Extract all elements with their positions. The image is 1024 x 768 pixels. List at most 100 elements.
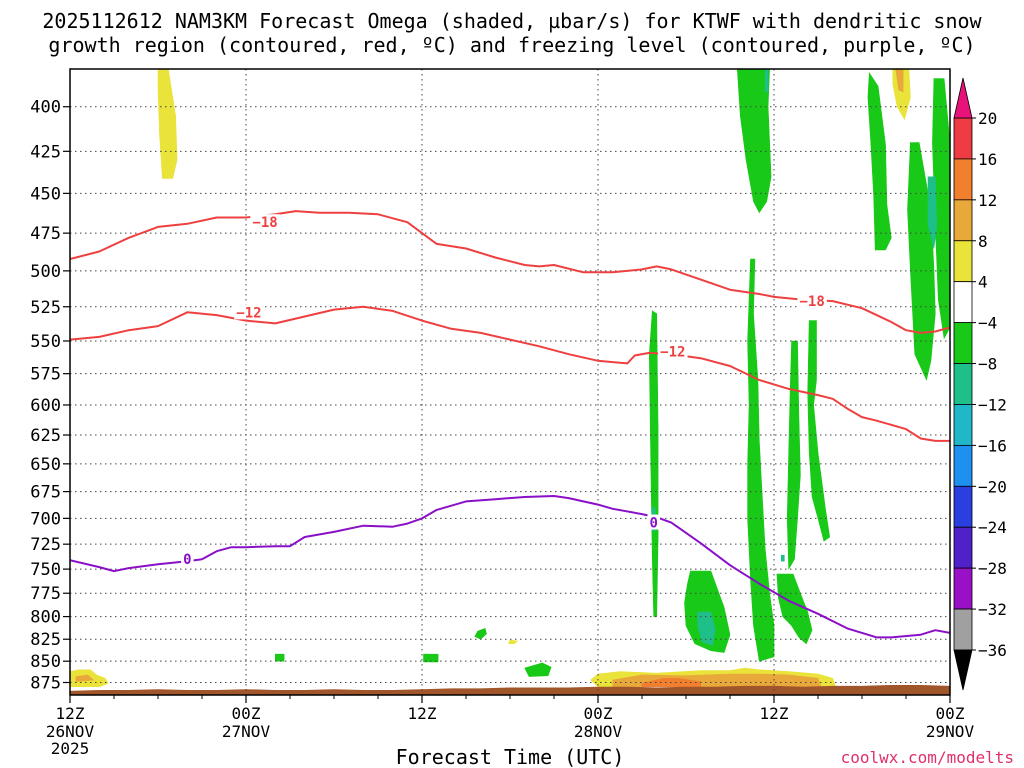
colorbar-bottom-arrow xyxy=(953,649,973,691)
omega-region-11 xyxy=(807,320,831,542)
y-tick-label-700: 700 xyxy=(30,509,61,529)
colorbar-bin-9 xyxy=(953,485,973,528)
y-tick-label-525: 525 xyxy=(30,298,61,318)
contour-label-bg-2-0 xyxy=(181,551,194,567)
contour-label-2-0: 0 xyxy=(183,552,191,568)
omega-region-17 xyxy=(764,69,769,93)
x-tick-time-5: 00Z xyxy=(936,704,965,723)
colorbar-bin-0 xyxy=(953,117,973,160)
y-tick-label-800: 800 xyxy=(30,608,61,628)
omega-region-25 xyxy=(75,674,95,683)
chart-title-line-2: growth region (contoured, red, ºC) and f… xyxy=(48,33,975,57)
x-axis-label: Forecast Time (UTC) xyxy=(396,745,625,768)
x-tick-time-1: 00Z xyxy=(232,704,261,723)
contour-label-1-1: −12 xyxy=(660,345,685,361)
contour-label-bg-1-1 xyxy=(658,343,688,359)
omega-region-19 xyxy=(697,611,716,646)
y-tick-label-475: 475 xyxy=(30,224,61,244)
y-tick-label-725: 725 xyxy=(30,535,61,555)
omega-region-8 xyxy=(747,258,775,662)
colorbar-label-4: 4 xyxy=(978,273,988,292)
omega-region-2 xyxy=(895,69,904,93)
y-tick-label-675: 675 xyxy=(30,483,61,503)
contour-labels: −18 −18 −12 −12 0 0 xyxy=(181,214,827,568)
colorbar-bin-10 xyxy=(953,526,973,569)
contour-label-0-1: −18 xyxy=(799,294,824,310)
colorbar-bin-1 xyxy=(953,158,973,201)
x-tick-time-2: 12Z xyxy=(408,704,437,723)
y-axis: 400 425 450 475 500 525 550 575 600 625 650 675 700 7… xyxy=(30,98,70,693)
colorbar-bin-5 xyxy=(953,322,973,364)
colorbar-bin-4 xyxy=(953,281,973,324)
colorbar-label-0: 20 xyxy=(978,109,997,128)
omega-region-10 xyxy=(786,340,801,571)
x-tick-date-5: 29NOV xyxy=(926,722,975,741)
contour-label-1-0: −12 xyxy=(236,305,261,321)
x-tick-date-1: 27NOV xyxy=(222,722,271,741)
colorbar-top-arrow xyxy=(953,77,973,119)
omega-region-9 xyxy=(776,573,813,645)
y-tick-label-775: 775 xyxy=(30,584,61,604)
colorbar: 20 16 12 8 4 −4 −8 −12 −16 −20 −24 −28 −32 −36 xyxy=(953,77,1007,691)
y-tick-label-425: 425 xyxy=(30,142,61,162)
contours xyxy=(70,210,950,639)
grid-lines xyxy=(70,69,950,695)
terrain-band xyxy=(70,685,950,695)
y-tick-label-825: 825 xyxy=(30,630,61,650)
chart-title-line-1: 2025112612 NAM3KM Forecast Omega (shaded… xyxy=(42,9,982,33)
colorbar-label-10: −24 xyxy=(978,518,1007,537)
contour-label-bg-0-0 xyxy=(250,214,280,230)
omega-region-4 xyxy=(867,71,892,251)
colorbar-label-7: −12 xyxy=(978,395,1007,414)
contour-label-bg-0-1 xyxy=(797,293,827,309)
omega-shading xyxy=(70,69,950,688)
colorbar-label-13: −36 xyxy=(978,641,1007,660)
y-tick-label-600: 600 xyxy=(30,396,61,416)
colorbar-label-1: 16 xyxy=(978,150,997,169)
contour-line-2 xyxy=(70,495,950,639)
omega-region-23 xyxy=(508,639,518,645)
y-tick-label-875: 875 xyxy=(30,673,61,693)
colorbar-label-2: 12 xyxy=(978,191,997,210)
chart-title: 2025112612 NAM3KM Forecast Omega (shaded… xyxy=(42,9,982,57)
colorbar-bin-11 xyxy=(953,567,973,610)
colorbar-label-9: −20 xyxy=(978,477,1007,496)
colorbar-label-11: −28 xyxy=(978,559,1007,578)
x-tick-date-3: 28NOV xyxy=(574,722,623,741)
contour-line-0 xyxy=(70,210,950,334)
y-tick-label-500: 500 xyxy=(30,262,61,282)
y-tick-label-650: 650 xyxy=(30,455,61,475)
colorbar-bin-2 xyxy=(953,199,973,242)
omega-region-21 xyxy=(780,554,785,562)
credit-text: coolwx.com/modelts xyxy=(841,748,1014,767)
colorbar-label-8: −16 xyxy=(978,436,1007,455)
contour-label-0-0: −18 xyxy=(252,215,277,231)
colorbar-bin-8 xyxy=(953,444,973,487)
colorbar-label-3: 8 xyxy=(978,232,988,251)
omega-region-15 xyxy=(474,628,487,640)
y-tick-label-850: 850 xyxy=(30,652,61,672)
colorbar-bin-3 xyxy=(953,240,973,283)
colorbar-label-6: −8 xyxy=(978,355,997,374)
omega-region-13 xyxy=(274,653,285,662)
x-tick-year-0: 2025 xyxy=(51,739,90,758)
terrain xyxy=(70,685,950,695)
x-tick-date-0: 26NOV xyxy=(46,722,95,741)
omega-region-18 xyxy=(927,176,938,249)
y-tick-label-575: 575 xyxy=(30,365,61,385)
y-tick-label-750: 750 xyxy=(30,560,61,580)
plot-area: −18 −18 −12 −12 0 0 xyxy=(70,69,950,695)
colorbar-bin-6 xyxy=(953,363,973,405)
y-tick-label-400: 400 xyxy=(30,98,61,118)
y-tick-label-550: 550 xyxy=(30,332,61,352)
omega-region-14 xyxy=(423,653,439,663)
x-tick-time-3: 00Z xyxy=(584,704,613,723)
omega-region-16 xyxy=(524,662,552,677)
y-tick-label-625: 625 xyxy=(30,426,61,446)
y-tick-label-450: 450 xyxy=(30,184,61,204)
omega-region-6 xyxy=(932,78,950,340)
colorbar-label-5: −4 xyxy=(978,314,997,333)
x-tick-time-4: 12Z xyxy=(760,704,789,723)
